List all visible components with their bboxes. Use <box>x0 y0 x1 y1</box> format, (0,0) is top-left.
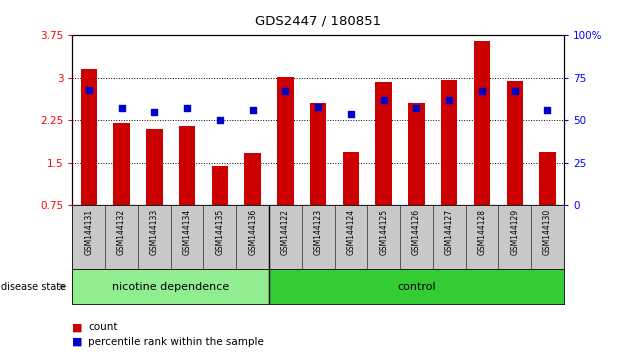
Text: GSM144122: GSM144122 <box>281 209 290 255</box>
Text: GSM144124: GSM144124 <box>346 209 355 255</box>
Point <box>84 87 94 93</box>
Text: GSM144136: GSM144136 <box>248 209 257 255</box>
Bar <box>408 103 425 205</box>
Bar <box>113 123 130 205</box>
Text: GSM144127: GSM144127 <box>445 209 454 255</box>
Text: ■: ■ <box>72 322 83 332</box>
Bar <box>343 152 359 205</box>
Text: GSM144126: GSM144126 <box>412 209 421 255</box>
Text: GSM144133: GSM144133 <box>150 209 159 255</box>
Bar <box>269 269 564 304</box>
Text: GSM144128: GSM144128 <box>478 209 486 255</box>
Point <box>542 107 553 113</box>
Point <box>510 88 520 94</box>
Point <box>215 118 225 123</box>
Point <box>313 104 323 110</box>
Bar <box>539 152 556 205</box>
Point <box>477 88 487 94</box>
Text: GSM144135: GSM144135 <box>215 209 224 255</box>
Bar <box>72 269 269 304</box>
Point <box>346 111 356 116</box>
Text: GSM144130: GSM144130 <box>543 209 552 255</box>
Text: GSM144125: GSM144125 <box>379 209 388 255</box>
Point <box>182 105 192 111</box>
Bar <box>179 126 195 205</box>
Text: percentile rank within the sample: percentile rank within the sample <box>88 337 264 347</box>
Text: control: control <box>397 282 436 292</box>
Text: GSM144129: GSM144129 <box>510 209 519 255</box>
Text: nicotine dependence: nicotine dependence <box>112 282 229 292</box>
Bar <box>507 81 523 205</box>
Point <box>280 88 290 94</box>
Bar <box>310 103 326 205</box>
Bar <box>146 129 163 205</box>
Point <box>248 107 258 113</box>
Text: GSM144123: GSM144123 <box>314 209 323 255</box>
Text: GSM144131: GSM144131 <box>84 209 93 255</box>
Text: GDS2447 / 180851: GDS2447 / 180851 <box>255 14 381 27</box>
Point <box>117 105 127 111</box>
Text: count: count <box>88 322 118 332</box>
Bar <box>244 153 261 205</box>
Bar <box>81 69 97 205</box>
Bar <box>375 82 392 205</box>
Text: disease state: disease state <box>1 282 66 292</box>
Point <box>149 109 159 115</box>
Bar <box>441 80 457 205</box>
Point <box>411 105 421 111</box>
Text: ■: ■ <box>72 337 83 347</box>
Text: GSM144132: GSM144132 <box>117 209 126 255</box>
Point <box>379 97 389 103</box>
Text: GSM144134: GSM144134 <box>183 209 192 255</box>
Bar <box>212 166 228 205</box>
Bar <box>474 41 490 205</box>
Bar <box>277 77 294 205</box>
Point <box>444 97 454 103</box>
